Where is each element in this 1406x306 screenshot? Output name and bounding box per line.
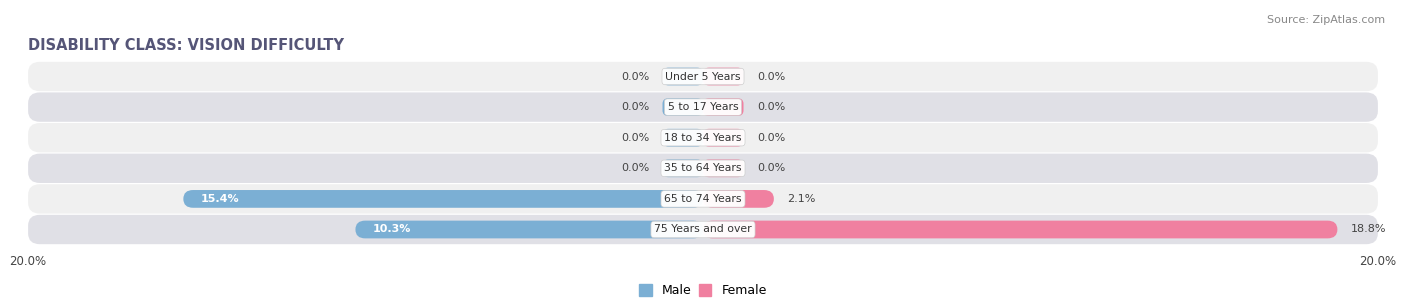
Text: DISABILITY CLASS: VISION DIFFICULTY: DISABILITY CLASS: VISION DIFFICULTY [28, 38, 344, 53]
Text: 0.0%: 0.0% [621, 163, 650, 173]
FancyBboxPatch shape [662, 68, 703, 85]
Text: 2.1%: 2.1% [787, 194, 815, 204]
FancyBboxPatch shape [703, 98, 744, 116]
FancyBboxPatch shape [28, 92, 1378, 122]
FancyBboxPatch shape [356, 221, 703, 238]
Text: 18 to 34 Years: 18 to 34 Years [664, 133, 742, 143]
Text: 0.0%: 0.0% [756, 102, 785, 112]
Text: 5 to 17 Years: 5 to 17 Years [668, 102, 738, 112]
Text: 0.0%: 0.0% [621, 133, 650, 143]
FancyBboxPatch shape [28, 215, 1378, 244]
FancyBboxPatch shape [28, 184, 1378, 214]
Legend: Male, Female: Male, Female [640, 284, 766, 297]
Text: Source: ZipAtlas.com: Source: ZipAtlas.com [1267, 15, 1385, 25]
FancyBboxPatch shape [28, 62, 1378, 91]
FancyBboxPatch shape [183, 190, 703, 208]
Text: 0.0%: 0.0% [621, 102, 650, 112]
FancyBboxPatch shape [703, 129, 744, 147]
Text: 0.0%: 0.0% [756, 133, 785, 143]
Text: 0.0%: 0.0% [621, 72, 650, 81]
FancyBboxPatch shape [703, 159, 744, 177]
FancyBboxPatch shape [662, 129, 703, 147]
FancyBboxPatch shape [28, 154, 1378, 183]
Text: 18.8%: 18.8% [1351, 225, 1386, 234]
Text: 75 Years and over: 75 Years and over [654, 225, 752, 234]
Text: 15.4%: 15.4% [200, 194, 239, 204]
Text: 35 to 64 Years: 35 to 64 Years [664, 163, 742, 173]
FancyBboxPatch shape [28, 123, 1378, 152]
Text: 10.3%: 10.3% [373, 225, 411, 234]
Text: 0.0%: 0.0% [756, 72, 785, 81]
FancyBboxPatch shape [703, 190, 773, 208]
Text: 0.0%: 0.0% [756, 163, 785, 173]
FancyBboxPatch shape [703, 68, 744, 85]
FancyBboxPatch shape [703, 221, 1337, 238]
Text: 65 to 74 Years: 65 to 74 Years [664, 194, 742, 204]
FancyBboxPatch shape [662, 159, 703, 177]
Text: Under 5 Years: Under 5 Years [665, 72, 741, 81]
FancyBboxPatch shape [662, 98, 703, 116]
